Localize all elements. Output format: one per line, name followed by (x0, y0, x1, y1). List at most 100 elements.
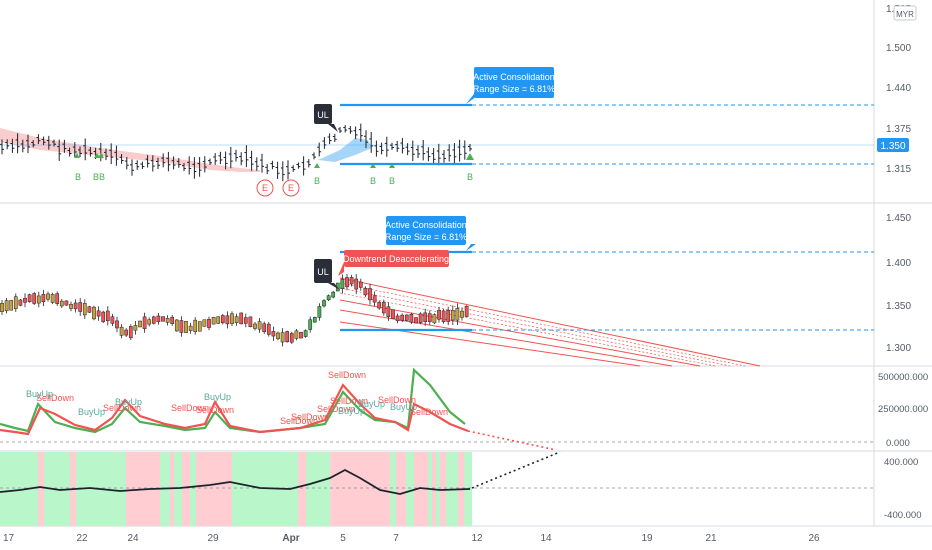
price-bar (223, 151, 228, 170)
price-bar (124, 156, 129, 170)
ul-label-box[interactable] (314, 104, 332, 124)
oscillator-panel[interactable] (0, 451, 874, 526)
candle-panel[interactable]: Active Consolidation (Range Size = 6.81%… (0, 216, 874, 367)
price-bar (41, 136, 46, 146)
oscillator-zone (406, 452, 414, 526)
candle (294, 328, 299, 341)
candle (73, 299, 78, 313)
price-bar (156, 157, 160, 169)
signal-label: BuyUp (204, 392, 231, 402)
ul-label-box[interactable] (314, 259, 332, 283)
price-bar (176, 158, 181, 168)
candle (41, 289, 46, 307)
price-bar (405, 143, 410, 156)
price-bar (322, 137, 327, 149)
candle (46, 291, 50, 302)
price-bar (379, 142, 384, 155)
price-bar (291, 165, 296, 172)
price-bar (135, 160, 140, 170)
price-bar (171, 156, 176, 170)
price-bar (462, 140, 467, 160)
event-circle[interactable] (256, 179, 274, 197)
candle (230, 311, 234, 326)
candle (303, 329, 308, 338)
candle (64, 300, 69, 306)
price-bar (83, 138, 88, 161)
candle (455, 303, 460, 326)
breakout-cloud (318, 138, 372, 162)
candle (280, 328, 285, 347)
current-price: 1.350 (880, 141, 905, 152)
price-bar (348, 126, 353, 134)
buy-mark: B (314, 176, 320, 186)
signal-label: BuyUp (358, 399, 385, 409)
price-axis[interactable]: 1.565 MYR 1.500 1.440 1.375 1.315 1.350 … (877, 4, 928, 521)
price-bar (62, 139, 67, 153)
candle (18, 298, 23, 307)
candle (193, 317, 198, 335)
price-bars (0, 123, 472, 182)
price-bar (197, 156, 202, 177)
candle (427, 310, 432, 325)
price-bar (312, 152, 316, 160)
candle (170, 315, 175, 326)
price-bar (280, 161, 285, 182)
callout-pointer (466, 244, 476, 251)
candle (147, 317, 152, 327)
candle (354, 274, 359, 294)
currency-badge[interactable] (893, 5, 917, 21)
callout-line-1: Active Consolidation (385, 220, 467, 230)
price-bar (244, 145, 249, 168)
x-tick: 14 (540, 533, 552, 544)
price-bar (208, 158, 212, 165)
time-axis[interactable]: 17 22 24 29 Apr 5 7 12 14 19 21 26 (3, 533, 820, 544)
candle (101, 310, 106, 324)
signal-label: SellDown (291, 412, 329, 422)
candle (266, 321, 271, 337)
candle (404, 314, 409, 322)
callout-line-2: (Range Size = 6.81%) (382, 232, 470, 242)
candle (23, 293, 27, 308)
event-mark: E (288, 183, 294, 193)
y-tick: 400.000 (884, 457, 918, 468)
price-bar (296, 162, 301, 169)
price-bar (130, 159, 134, 176)
price-bar (442, 150, 446, 163)
buy-mark: B (370, 176, 376, 186)
price-bar (202, 156, 207, 173)
candle (50, 292, 55, 305)
buy-arrow-icon (314, 163, 320, 168)
price-bar (410, 140, 415, 162)
buy-arrow-icon (370, 163, 376, 168)
candle (179, 316, 184, 337)
callout-line-1: Active Consolidation (473, 72, 555, 82)
consolidation-callout[interactable] (474, 67, 554, 98)
y-tick: 1.440 (886, 83, 911, 94)
price-bar (5, 139, 10, 150)
candle (340, 274, 345, 294)
volume-flow-panel[interactable]: BuyUpSellDownBuyUpSellDownBuyUpSellDownS… (0, 367, 874, 451)
price-panel[interactable]: Active Consolidation (Range Size = 6.81%… (0, 67, 874, 197)
price-bar (457, 139, 462, 162)
x-tick: 19 (641, 533, 653, 544)
candle (317, 303, 322, 321)
signal-label: BuyUp (338, 406, 365, 416)
candle (92, 305, 96, 321)
candle (276, 331, 280, 341)
price-bar (72, 142, 77, 157)
price-bar (468, 144, 472, 152)
consolidation-callout[interactable] (386, 216, 466, 245)
oscillator-zone (298, 452, 306, 526)
candle (188, 322, 193, 334)
price-bar (46, 135, 51, 150)
candle (308, 316, 313, 333)
oscillator-zone (330, 452, 390, 526)
trend-label-box[interactable] (344, 250, 449, 267)
price-bar (358, 123, 363, 142)
price-bar (369, 131, 374, 153)
candle (138, 320, 142, 328)
candle (197, 321, 202, 332)
candle (32, 292, 37, 305)
event-circle[interactable] (282, 179, 300, 197)
